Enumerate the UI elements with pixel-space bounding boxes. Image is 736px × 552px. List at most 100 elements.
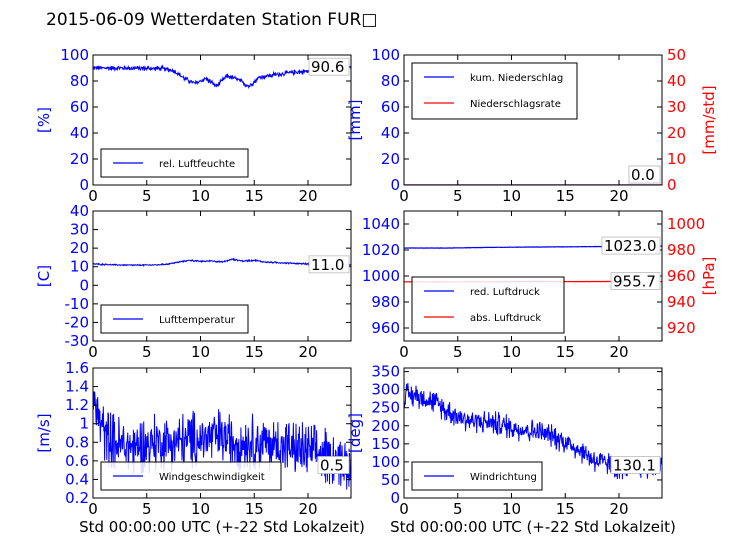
series-line-1 [93, 257, 351, 268]
y-tick-label: 150 [371, 435, 400, 453]
y-tick-label: 0 [390, 176, 400, 194]
x-tick-label: 5 [453, 187, 463, 205]
y-tick-label: 1 [79, 415, 89, 433]
y-tick-label: 40 [70, 202, 89, 220]
x-tick-label: 10 [191, 500, 210, 518]
value-label: 90.6 [308, 57, 350, 76]
y-tick-label: 350 [371, 363, 400, 381]
y-tick-label: 0 [79, 276, 89, 294]
legend: Windgeschwindigkeit [100, 461, 282, 491]
x-tick-label: 10 [502, 343, 521, 361]
legend-entry: abs. Luftdruck [470, 313, 541, 324]
y-tick-label-right: 960 [667, 267, 696, 285]
value-label-text: 130.1 [613, 457, 656, 475]
y-tick-label-right: 980 [667, 241, 696, 259]
legend: Windrichtung [411, 461, 543, 491]
x-tick-label: 20 [298, 500, 317, 518]
legend: rel. Luftfeuchte [100, 148, 249, 178]
x-axis-label-right: Std 00:00:00 UTC (+-22 Std Lokalzeit) [390, 518, 676, 536]
value-label-text: 90.6 [311, 58, 344, 76]
panel-5: 0 5 10 15 20 0.20.40.60.811.21.41.6 [m/s] Windg… [35, 359, 352, 518]
value-label: 11.0 [308, 255, 350, 274]
x-tick-label: 10 [502, 500, 521, 518]
legend-entry: Windgeschwindigkeit [159, 472, 265, 483]
legend-entry: Windrichtung [470, 472, 537, 483]
x-tick-label: 10 [502, 187, 521, 205]
y-tick-label: 1040 [362, 215, 400, 233]
x-tick-label: 5 [142, 343, 152, 361]
legend: Lufttemperatur [100, 304, 249, 334]
x-tick-label: 20 [609, 500, 628, 518]
value-label: 0.5 [317, 456, 350, 475]
y-tick-label-right: 0 [667, 176, 677, 194]
x-tick-label: 5 [453, 343, 463, 361]
x-axis-label-left: Std 00:00:00 UTC (+-22 Std Lokalzeit) [79, 518, 365, 536]
y-tick-label: 1.2 [65, 396, 89, 414]
y-axis-label: [C] [35, 265, 53, 287]
y-tick-label: 100 [371, 46, 400, 64]
y-axis-label-right: [hPa] [700, 257, 718, 296]
x-tick-label: 0 [88, 343, 98, 361]
y-tick-label: 1000 [362, 267, 400, 285]
x-tick-label: 15 [556, 187, 575, 205]
x-tick-label: 0 [399, 187, 409, 205]
series-line-1 [93, 391, 351, 490]
y-tick-label: 30 [70, 221, 89, 239]
legend: red. Luftdruck abs. Luftdruck [411, 276, 565, 334]
y-tick-label: 0.2 [65, 489, 89, 507]
y-axis-label: [%] [35, 107, 53, 133]
x-tick-label: 0 [399, 343, 409, 361]
y-tick-label: 0 [390, 489, 400, 507]
value-label-text: 0.0 [631, 166, 655, 184]
y-tick-label: -30 [65, 332, 90, 350]
x-tick-label: 15 [245, 187, 264, 205]
y-tick-label: 1020 [362, 241, 400, 259]
legend-entry: Lufttemperatur [159, 315, 236, 326]
y-tick-label: 100 [371, 453, 400, 471]
y-tick-label-right: 1000 [667, 215, 705, 233]
plot-frame [403, 54, 663, 186]
y-axis-label: [m/s] [35, 413, 53, 452]
y-tick-label: 0 [79, 176, 89, 194]
y-tick-label: 60 [70, 98, 89, 116]
y-tick-label: 1.6 [65, 359, 89, 377]
x-tick-label: 5 [453, 500, 463, 518]
y-tick-label: 0.8 [65, 433, 89, 451]
y-axis-label-right: [mm/std] [700, 85, 718, 154]
y-tick-label: 10 [70, 258, 89, 276]
y-tick-label: 0.4 [65, 470, 89, 488]
y-tick-label: 200 [371, 417, 400, 435]
figure-title: 2015-06-09 Wetterdaten Station FUR□ [46, 10, 377, 30]
value-label-right: 0.0 [628, 165, 661, 184]
x-tick-label: 20 [298, 187, 317, 205]
y-tick-label-right: 20 [667, 124, 686, 142]
value-label-text: 0.5 [320, 457, 344, 475]
value-label: 130.1 [610, 456, 661, 475]
y-tick-label: 40 [70, 124, 89, 142]
x-tick-label: 20 [298, 343, 317, 361]
y-tick-label: 40 [381, 124, 400, 142]
value-label-box [308, 255, 350, 274]
y-tick-label: 50 [381, 471, 400, 489]
y-tick-label: 300 [371, 381, 400, 399]
y-tick-label-right: 40 [667, 72, 686, 90]
x-tick-label: 20 [609, 343, 628, 361]
x-tick-label: 15 [245, 500, 264, 518]
legend-box [411, 276, 565, 334]
x-tick-label: 10 [191, 343, 210, 361]
y-tick-label: 100 [60, 46, 89, 64]
y-tick-label: 20 [70, 239, 89, 257]
value-label-box [628, 165, 661, 184]
y-tick-label-right: 30 [667, 98, 686, 116]
panel-1: 0 5 10 15 20 0 20 40 60 80 100 [%] rel. Luftfeuchte 9… [35, 46, 352, 205]
plot-frame [403, 367, 663, 499]
y-axis-label: [mm] [346, 100, 364, 141]
y-tick-label: 980 [371, 293, 400, 311]
panel-2: 0 5 10 15 20 0 20 40 60 80 100 0 10 20 30 40 50 [mm] [mm/s… [346, 46, 718, 205]
panel-4: 0 5 10 15 20 960 980 1000 1020 1040 920 940 960 980 10… [362, 210, 718, 361]
y-tick-label: 0.6 [65, 452, 89, 470]
x-tick-label: 0 [399, 500, 409, 518]
y-axis-label: [deg] [346, 413, 364, 453]
legend-entry: kum. Niederschlag [470, 73, 563, 84]
panel-3: 0 5 10 15 20-30-20-10010203040[C]Lufttempera… [35, 202, 352, 361]
